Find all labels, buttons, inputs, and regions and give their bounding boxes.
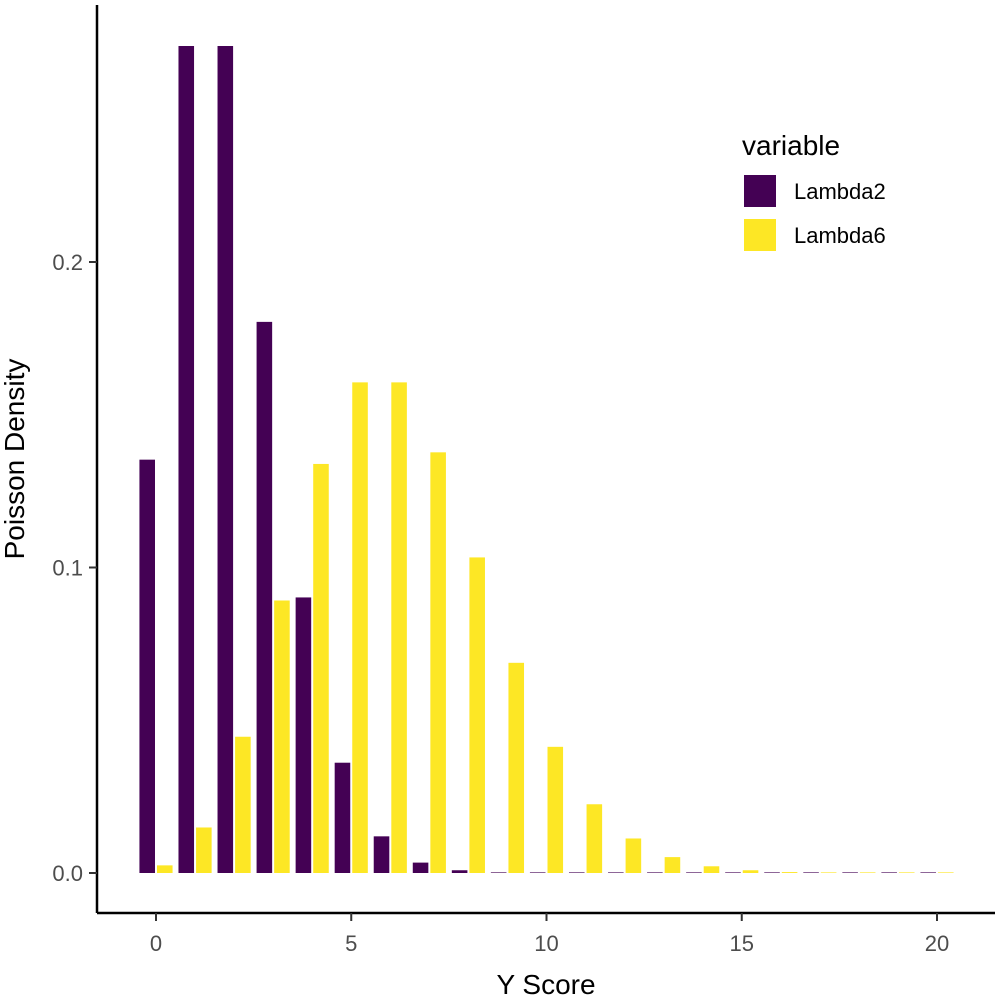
bar-Lambda2-0 [139,459,155,873]
bar-Lambda6-9 [508,662,525,873]
bar-Lambda6-18 [859,872,876,873]
bar-Lambda6-5 [352,382,368,873]
bar-Lambda6-7 [430,452,446,873]
y-tick-label: 0.2 [52,250,83,275]
x-tick-label: 10 [534,931,558,956]
bar-Lambda2-14 [686,872,702,873]
x-tick-label: 20 [925,931,949,956]
bar-Lambda6-17 [820,872,837,873]
bar-Lambda6-15 [742,870,759,873]
bar-Lambda2-4 [295,597,312,873]
bar-Lambda2-9 [490,872,507,873]
bar-Lambda2-2 [217,46,234,873]
legend: variable Lambda2 Lambda6 [742,130,886,251]
bar-Lambda6-14 [703,866,720,873]
series-Lambda6 [157,382,954,873]
bar-Lambda6-4 [313,463,329,873]
legend-title: variable [742,130,840,161]
bar-Lambda6-0 [157,865,173,873]
bar-Lambda2-5 [334,762,351,873]
y-axis-title: Poisson Density [0,359,30,560]
x-axis-title: Y Score [496,969,595,1000]
ticks: 0 5 10 15 20 0.0 0.1 0.2 [52,250,949,956]
bar-Lambda6-20 [938,872,954,873]
bar-Lambda2-17 [803,872,819,873]
bar-Lambda2-19 [881,872,897,873]
bar-Lambda2-7 [412,862,429,873]
bar-Lambda2-15 [725,872,741,873]
y-tick-label: 0.1 [52,556,83,581]
bar-Lambda2-20 [920,872,936,873]
bar-Lambda6-2 [235,736,251,873]
series-Lambda2 [139,46,936,873]
legend-key-Lambda6 [744,219,776,251]
legend-key-Lambda2 [744,175,776,207]
bar-Lambda2-8 [451,870,468,873]
bar-Lambda6-3 [274,600,290,873]
bar-Lambda6-16 [781,872,798,873]
bar-Lambda6-6 [391,382,407,873]
bar-Lambda6-1 [196,827,212,873]
legend-label-Lambda6: Lambda6 [794,223,886,248]
x-tick-label: 0 [150,931,162,956]
bar-Lambda2-6 [373,836,390,873]
bar-Lambda2-1 [178,46,195,873]
bar-Lambda2-18 [842,872,858,873]
bar-Lambda2-16 [764,872,780,873]
bar-Lambda2-12 [608,872,624,873]
y-tick-label: 0.0 [52,861,83,886]
bar-Lambda6-10 [547,746,564,873]
legend-items: Lambda2 Lambda6 [744,175,886,251]
bar-Lambda6-11 [586,804,603,873]
bar-Lambda6-19 [898,872,915,873]
bar-Lambda6-8 [469,557,485,873]
legend-label-Lambda2: Lambda2 [794,179,886,204]
bar-Lambda2-11 [568,872,585,873]
bar-Lambda2-3 [256,321,273,873]
bar-Lambda2-10 [529,872,546,873]
x-tick-label: 15 [730,931,754,956]
bar-Lambda6-12 [625,838,642,873]
bars [139,46,954,873]
bar-Lambda6-13 [664,857,681,873]
bar-Lambda2-13 [647,872,663,873]
x-tick-label: 5 [345,931,357,956]
